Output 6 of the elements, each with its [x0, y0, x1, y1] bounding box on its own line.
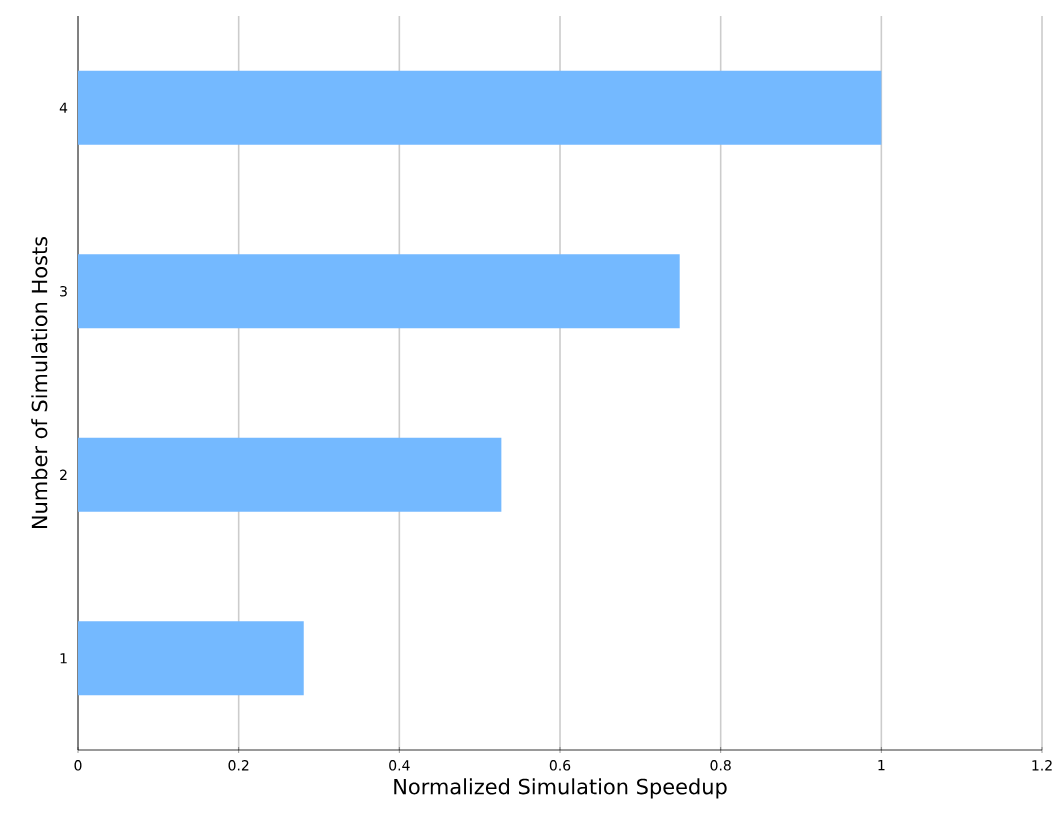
y-axis-title: Number of Simulation Hosts: [31, 236, 48, 529]
bar: [78, 70, 882, 145]
bar: [78, 621, 304, 696]
x-axis-title: Normalized Simulation Speedup: [394, 778, 727, 799]
bar: [78, 437, 502, 512]
bar: [78, 254, 680, 329]
